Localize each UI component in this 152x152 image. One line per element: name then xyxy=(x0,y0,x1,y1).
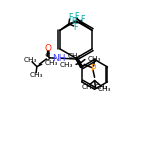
Text: P: P xyxy=(90,64,96,73)
Text: F: F xyxy=(73,17,78,26)
Text: F: F xyxy=(80,15,85,24)
Text: F: F xyxy=(68,13,73,22)
Polygon shape xyxy=(76,59,83,68)
Text: CH₃: CH₃ xyxy=(81,84,95,90)
Text: NH: NH xyxy=(52,54,66,63)
Text: CH₃: CH₃ xyxy=(88,56,101,62)
Text: S: S xyxy=(45,53,50,62)
Text: CH₃: CH₃ xyxy=(94,84,108,90)
Text: CH₃: CH₃ xyxy=(45,60,59,66)
Text: CH₃: CH₃ xyxy=(23,57,37,63)
Text: F: F xyxy=(71,17,76,26)
Text: CH₃: CH₃ xyxy=(68,53,82,59)
Text: CH₃: CH₃ xyxy=(60,62,73,68)
Text: CH₃: CH₃ xyxy=(30,72,44,78)
Text: F: F xyxy=(74,12,79,21)
Text: CH₃: CH₃ xyxy=(97,86,111,92)
Text: F: F xyxy=(73,23,78,32)
Text: O: O xyxy=(45,44,52,53)
